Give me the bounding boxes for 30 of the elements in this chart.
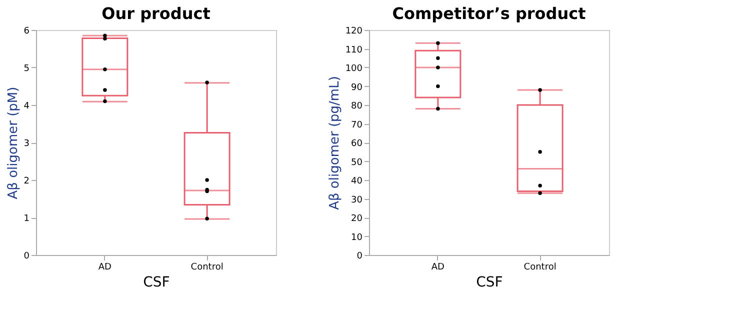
y-tick-label: 30 — [351, 195, 363, 206]
y-tick-label: 90 — [351, 82, 363, 93]
y-tick-label: 1 — [24, 214, 30, 224]
y-tick-label: 80 — [351, 102, 363, 112]
x-axis-title: CSF — [143, 274, 170, 290]
y-tick-label: 100 — [345, 64, 363, 74]
y-axis-title: Aβ oligomer (pM) — [6, 86, 21, 200]
y-tick-label: 120 — [345, 26, 363, 36]
y-tick-label: 50 — [351, 158, 363, 168]
y-tick-label: 40 — [351, 176, 363, 186]
y-tick-label: 5 — [24, 64, 30, 74]
y-tick-label: 110 — [345, 45, 363, 56]
x-tick-label: AD — [98, 262, 112, 272]
y-axis-title: Aβ oligomer (pg/mL) — [327, 76, 342, 210]
x-tick-label: AD — [431, 262, 445, 272]
y-tick-label: 4 — [24, 102, 30, 112]
chart-title: Competitor’s product — [392, 4, 586, 23]
chart-title: Our product — [102, 4, 211, 23]
x-axis-title: CSF — [476, 274, 503, 290]
y-tick-label: 2 — [24, 176, 30, 186]
x-tick-label: Control — [190, 262, 224, 272]
y-tick-label: 0 — [24, 252, 30, 262]
y-tick-label: 10 — [351, 232, 363, 243]
y-tick-label: 70 — [351, 120, 363, 130]
y-tick-label: 0 — [356, 252, 363, 262]
y-tick-label: 60 — [351, 139, 363, 149]
y-tick-label: 3 — [24, 139, 30, 149]
y-tick-label: 20 — [351, 214, 363, 224]
y-tick-label: 6 — [24, 26, 30, 36]
x-tick-label: Control — [524, 262, 556, 272]
